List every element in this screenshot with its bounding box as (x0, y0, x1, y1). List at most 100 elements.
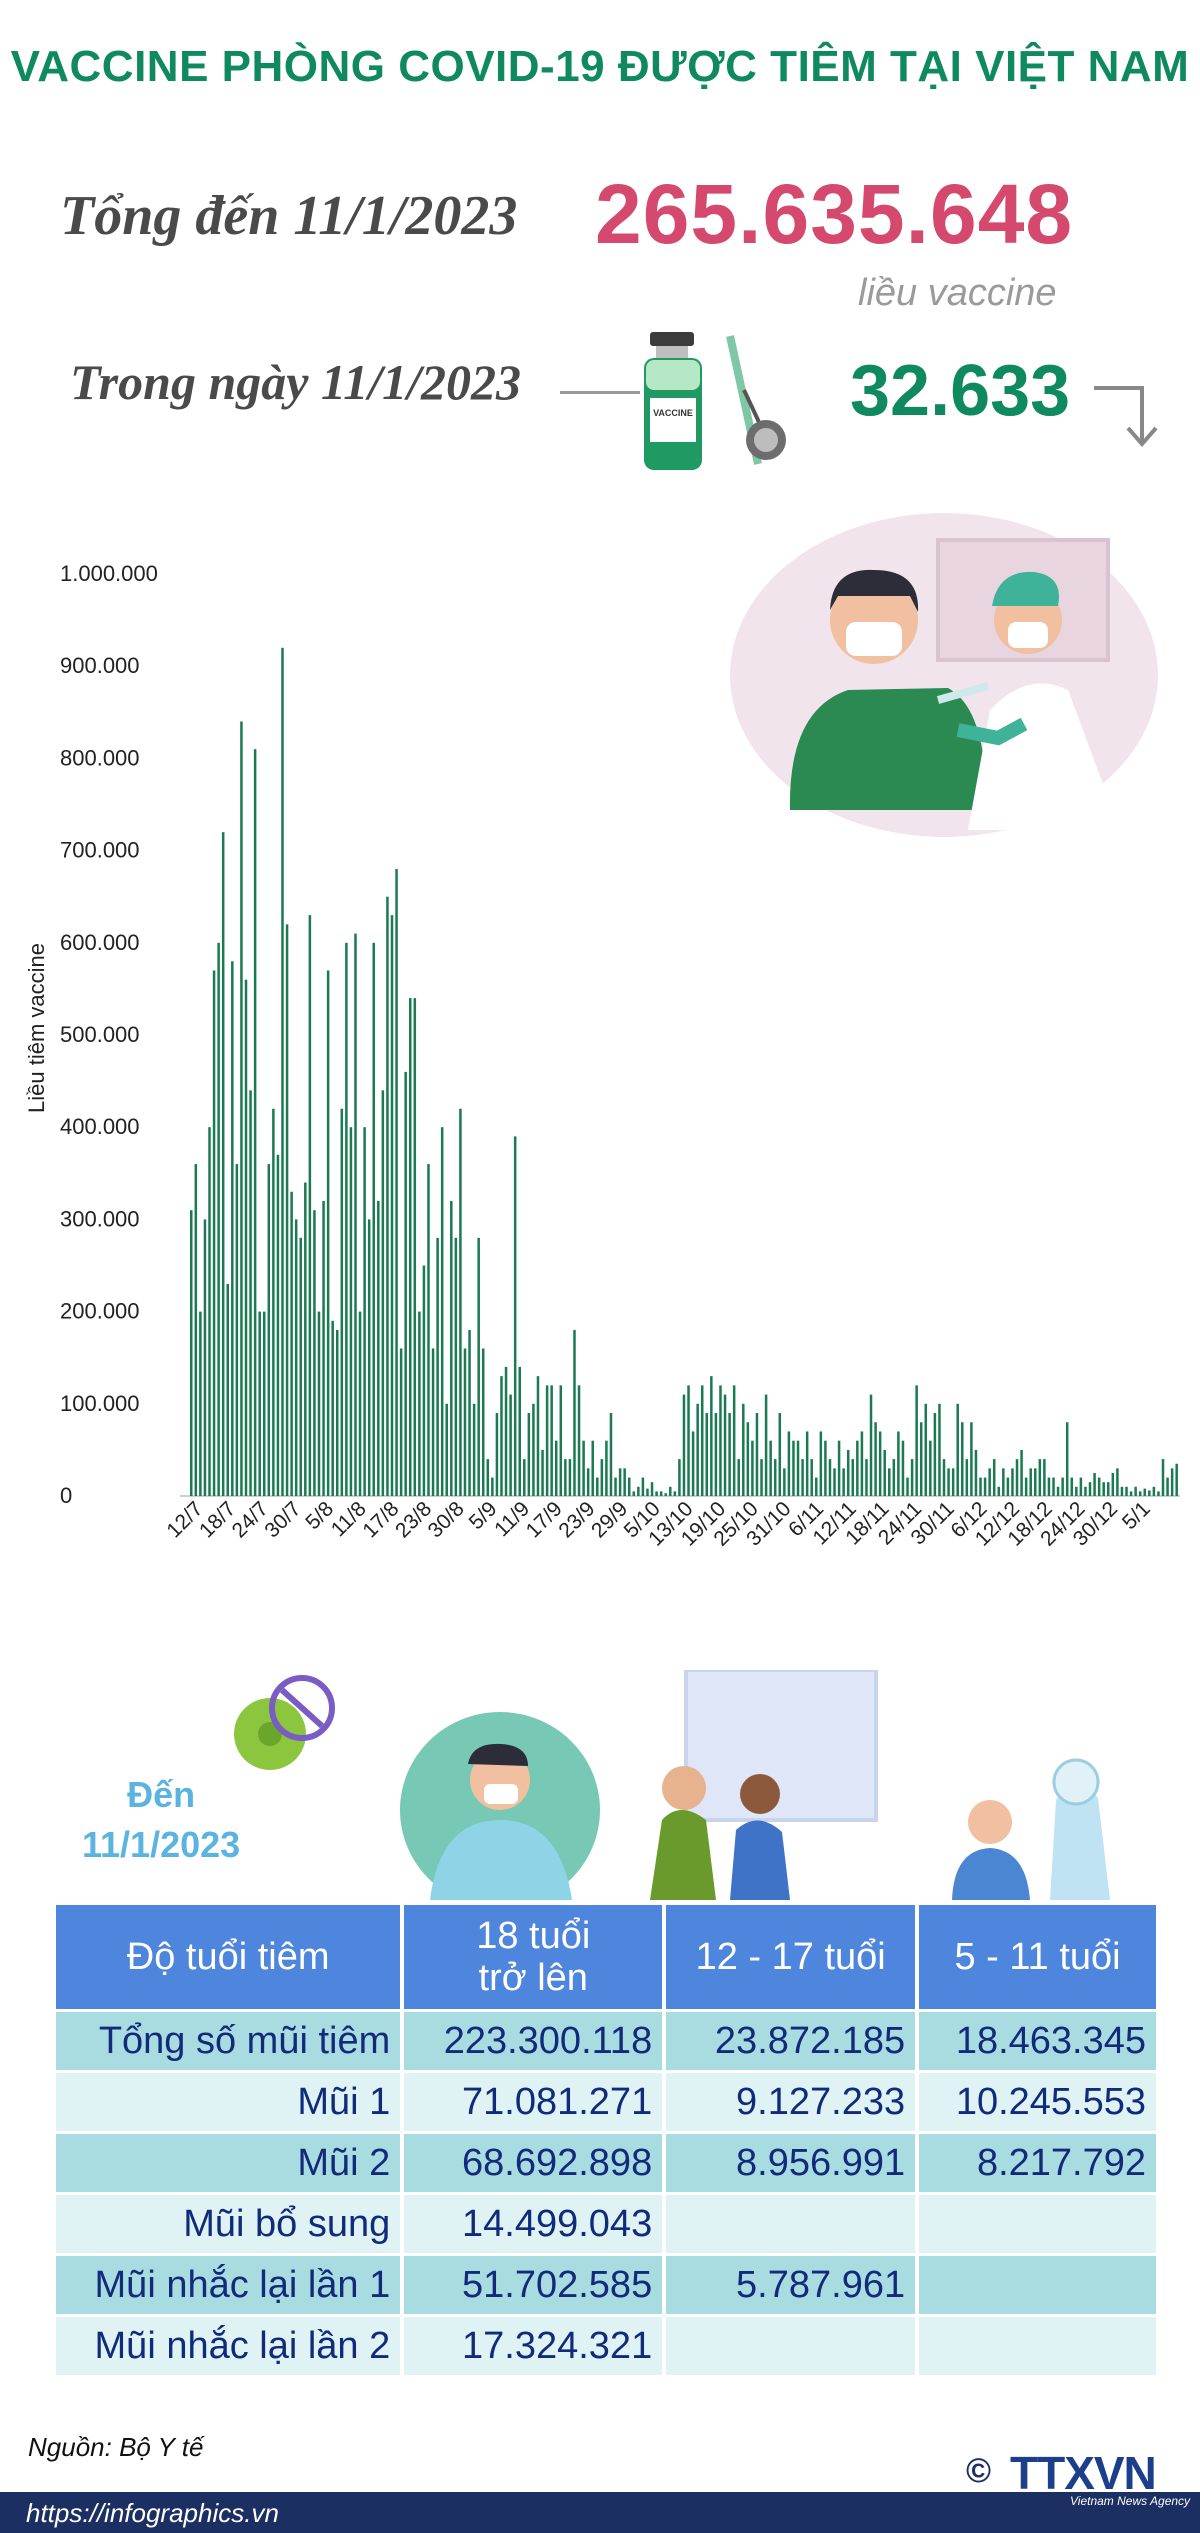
chart-bar (1102, 1482, 1105, 1496)
chart-bar (591, 1440, 594, 1496)
chart-bar (491, 1477, 494, 1496)
chart-bar (573, 1330, 576, 1496)
chart-bar (495, 1413, 499, 1496)
chart-bar (1052, 1477, 1055, 1496)
chart-bar (386, 896, 389, 1496)
chart-bar (623, 1468, 626, 1496)
chart-bar (878, 1431, 882, 1496)
chart-bar (600, 1459, 604, 1496)
chart-bar (915, 1385, 918, 1496)
chart-bar (399, 1348, 403, 1496)
table-row: Mũi 2 68.692.898 8.956.991 8.217.792 (56, 2134, 1156, 2192)
chart-bar (865, 1459, 868, 1496)
chart-bar (208, 1127, 211, 1496)
cell-child: 18.463.345 (919, 2012, 1156, 2070)
total-label: Tổng đến 11/1/2023 (60, 185, 518, 247)
col-header-age: Độ tuổi tiêm (56, 1905, 401, 2009)
until-label: Đến (127, 1774, 196, 1815)
chart-bar (906, 1477, 909, 1496)
chart-bar (267, 1164, 271, 1496)
virus-prohibited-icon (234, 1675, 335, 1770)
chart-bar (773, 1459, 777, 1496)
chart-bar (700, 1385, 704, 1496)
chart-bar (377, 1200, 380, 1496)
col-header-child: 5 - 11 tuổi (919, 1905, 1156, 2009)
chart-bar (486, 1459, 490, 1496)
cell-teen (666, 2317, 916, 2375)
chart-bar (929, 1440, 932, 1496)
chart-bar (212, 970, 216, 1496)
chart-bar (1129, 1491, 1133, 1496)
chart-bar (454, 1237, 458, 1496)
cell-child (919, 2195, 1156, 2253)
copyright-icon: © (966, 2452, 992, 2490)
chart-bar (1024, 1477, 1028, 1496)
total-value: 265.635.648 (595, 167, 1074, 261)
chart-bar (746, 1422, 750, 1496)
chart-bar (637, 1486, 640, 1496)
chart-bar (714, 1413, 718, 1496)
chart-bar (199, 1311, 202, 1496)
chart-bar (203, 1219, 207, 1496)
cell-adult: 14.499.043 (404, 2195, 663, 2253)
chart-bar (737, 1459, 740, 1496)
x-tick-label: 30/7 (260, 1497, 305, 1542)
chart-bar (308, 915, 312, 1496)
chart-bar (554, 1440, 558, 1496)
chart-bar (988, 1468, 991, 1496)
chart-bar (792, 1440, 795, 1496)
chart-bar (582, 1440, 585, 1496)
chart-bar (577, 1385, 581, 1496)
chart-bar (235, 1164, 239, 1496)
chart-bar (440, 1127, 444, 1496)
chart-bar (1148, 1490, 1151, 1496)
chart-bar (970, 1422, 973, 1496)
chart-bar (427, 1164, 430, 1496)
chart-bar (294, 1219, 298, 1496)
chart-bar (1093, 1472, 1096, 1496)
chart-bar (1070, 1477, 1074, 1496)
chart-bar (504, 1366, 508, 1496)
chart-bar (760, 1459, 763, 1496)
chart-bar (1116, 1468, 1119, 1496)
trend-down-icon (1094, 386, 1158, 448)
chart-bar (1043, 1459, 1046, 1496)
chart-bar (1029, 1468, 1032, 1496)
chart-bar (481, 1348, 485, 1496)
chart-bar (627, 1477, 631, 1496)
chart-bar (979, 1477, 982, 1496)
chart-bar (883, 1449, 886, 1496)
chart-bar (1166, 1477, 1169, 1496)
chart-bar (1111, 1472, 1115, 1496)
connector-line (560, 391, 640, 394)
chart-bar (1056, 1486, 1060, 1496)
chart-bar (1152, 1486, 1156, 1496)
chart-bar (1034, 1468, 1037, 1496)
infographics-link[interactable]: https://infographics.vn (26, 2498, 279, 2528)
chart-bar (632, 1491, 636, 1496)
chart-bar (901, 1440, 905, 1496)
chart-bar (322, 1200, 325, 1496)
chart-bar (285, 924, 289, 1496)
chart-bar (244, 979, 248, 1496)
chart-bar (1134, 1486, 1137, 1496)
vaccination-illustration (730, 513, 1158, 837)
chart-bar (1097, 1477, 1101, 1496)
row-label: Tổng số mũi tiêm (56, 2012, 401, 2070)
chart-bar (1125, 1486, 1128, 1496)
agency-name: Vietnam News Agency (1070, 2494, 1191, 2508)
chart-bar (381, 1090, 385, 1496)
chart-bar (1088, 1482, 1092, 1496)
chart-bar (304, 1182, 307, 1496)
cell-teen: 8.956.991 (666, 2134, 916, 2192)
chart-bar (837, 1440, 841, 1496)
y-tick-label: 900.000 (60, 653, 140, 678)
cell-adult: 17.324.321 (404, 2317, 663, 2375)
x-tick-label: 5/1 (1118, 1497, 1155, 1534)
chart-bar (778, 1413, 782, 1496)
chart-bar (408, 998, 412, 1496)
chart-bar (568, 1459, 572, 1496)
chart-bar (358, 1311, 362, 1496)
chart-bar (1075, 1486, 1078, 1496)
chart-bar (372, 942, 375, 1496)
